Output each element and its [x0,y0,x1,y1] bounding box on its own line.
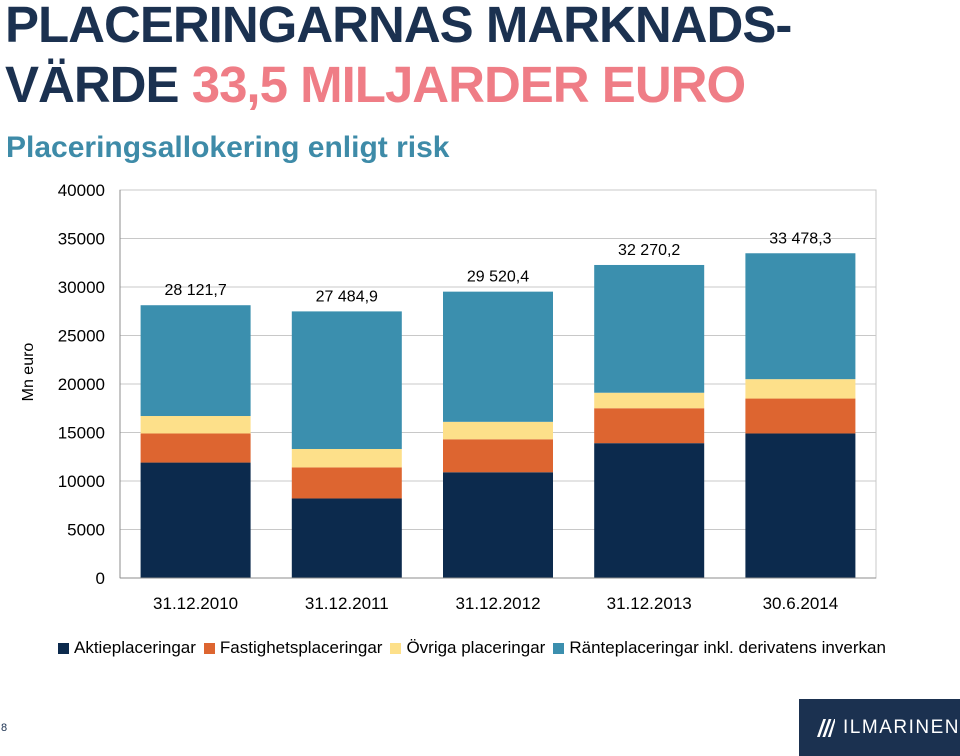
bar-total-label: 27 484,9 [316,288,378,305]
legend-swatch [553,642,565,654]
legend-swatch [203,642,215,654]
page-title-line-1: PLACERINGARNAS MARKNADS- [5,0,792,53]
legend-label: Fastighetsplaceringar [219,638,383,657]
x-tick-label: 31.12.2010 [153,594,238,613]
bar-total-label: 29 520,4 [467,269,529,286]
bar-segment [140,416,251,434]
y-tick-label: 30000 [58,278,105,297]
bar-segment [140,433,251,463]
ilmarinen-logo-icon [817,718,836,737]
legend-item: Ränteplaceringar inkl. derivatens inverk… [553,638,886,658]
legend-item: Övriga placeringar [390,638,545,658]
bar-total-label: 33 478,3 [769,230,831,247]
bar-segment [443,472,553,578]
bar-segment [594,392,705,409]
bar-segment [594,443,705,578]
legend-swatch [58,642,69,654]
page-title-line-2: VÄRDE 33,5 MILJARDER EURO [5,56,746,114]
ilmarinen-logo: ILMARINEN [799,699,960,756]
legend-label: Aktieplaceringar [74,638,196,657]
bar-total-label: 32 270,2 [618,242,680,259]
bar-segment [443,291,553,422]
bar-segment [291,311,402,449]
bar-segment [745,433,856,578]
bar-segment [140,305,251,417]
x-tick-label: 31.12.2011 [305,594,389,613]
y-tick-label: 0 [96,569,105,588]
legend-label: Ränteplaceringar inkl. derivatens inverk… [569,638,886,657]
legend-item: Aktieplaceringar [58,638,196,658]
chart-subtitle: Placeringsallokering enligt risk [6,131,450,164]
legend-item: Fastighetsplaceringar [203,638,383,658]
bar-segment [745,253,856,380]
y-tick-label: 20000 [58,375,105,394]
x-tick-label: 31.12.2013 [607,594,692,613]
y-tick-label: 25000 [58,327,105,346]
bar-total-label: 28 121,7 [164,282,226,299]
y-tick-label: 5000 [67,521,105,540]
x-tick-label: 31.12.2012 [455,594,540,613]
y-tick-label: 15000 [58,424,105,443]
y-tick-label: 35000 [58,230,105,249]
page-title-main: VÄRDE [5,56,192,113]
page-number: 8 [1,722,8,734]
bar-segment [745,398,856,434]
legend-swatch [390,642,402,654]
y-tick-label: 40000 [58,181,105,200]
bar-segment [443,421,553,440]
bar-segment [594,264,705,393]
legend-label: Övriga placeringar [406,638,546,657]
bar-segment [594,408,705,444]
y-tick-label: 10000 [58,472,105,491]
y-axis-label: Mn euro [20,343,37,402]
page-title-accent: 33,5 MILJARDER EURO [191,56,746,113]
bar-segment [140,462,251,578]
bar-segment [291,467,402,499]
x-tick-label: 30.6.2014 [763,594,839,613]
chart-legend: Aktieplaceringar Fastighetsplaceringar Övr… [58,636,894,660]
logo-text: ILMARINEN [843,716,960,738]
stacked-bar-chart: 0 5000 10000 15000 20000 25000 30000 35000 40000… [20,181,877,613]
bar-segment [291,498,402,578]
bar-segment [291,448,402,468]
bar-segment [745,379,856,399]
bar-segment [443,439,553,473]
